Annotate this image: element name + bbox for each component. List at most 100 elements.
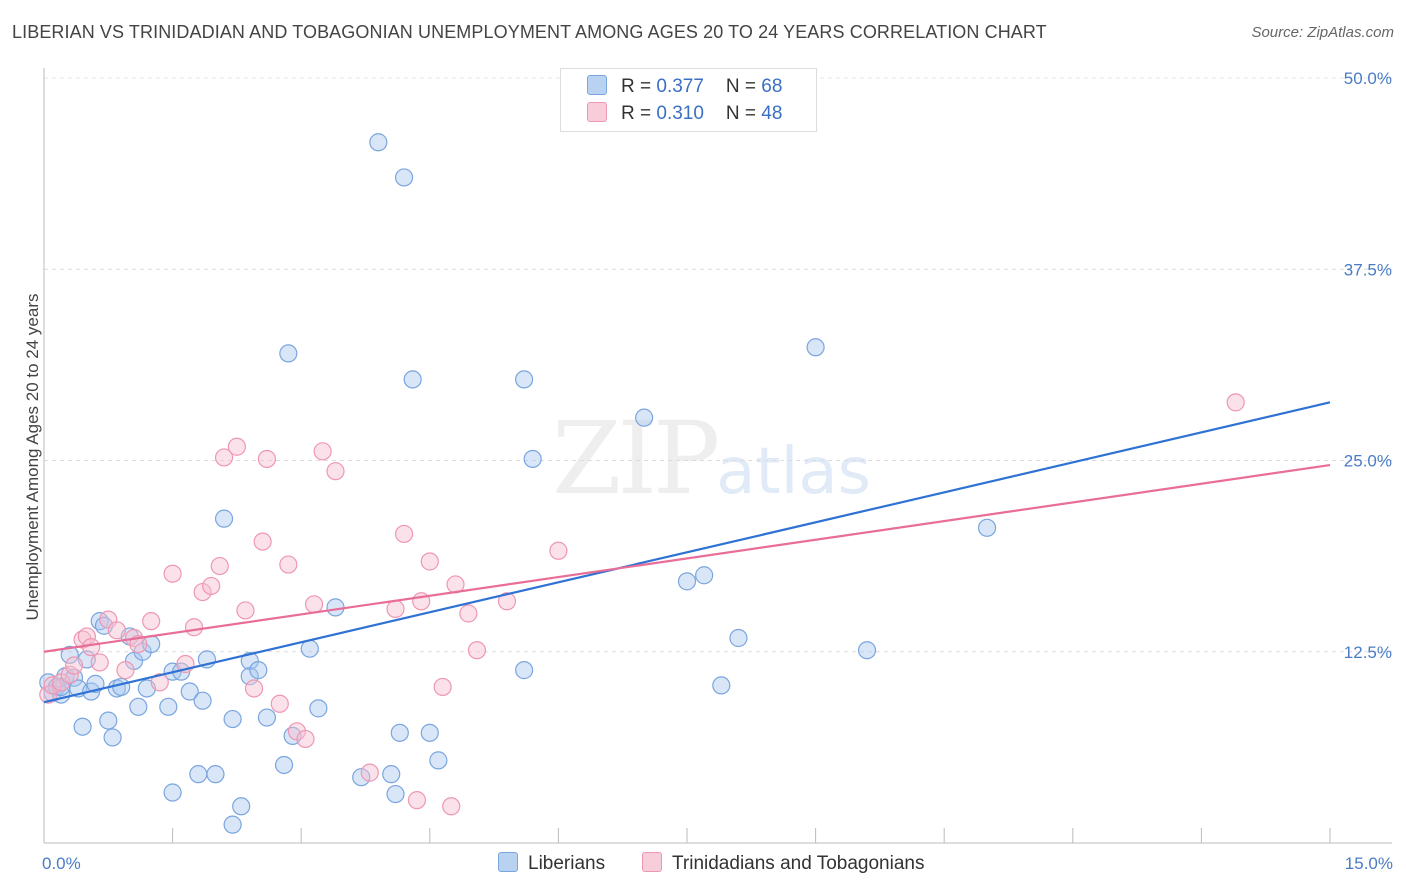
data-point-liberian <box>112 677 131 697</box>
data-point-trinidadian <box>313 442 332 461</box>
x-tick-label: 0.0% <box>42 854 81 873</box>
data-point-trinidadian <box>497 592 517 611</box>
data-point-trinidadian <box>467 641 487 660</box>
bottom-legend-liberians: Liberians <box>498 852 605 875</box>
y-tick-label: 50.0% <box>1344 69 1392 88</box>
y-tick-label: 25.0% <box>1344 452 1392 471</box>
data-point-liberian <box>806 338 825 357</box>
legend-swatch-pink <box>587 102 607 122</box>
data-point-trinidadian <box>129 634 148 654</box>
data-point-liberian <box>159 697 178 716</box>
data-point-liberian <box>279 344 298 363</box>
data-point-trinidadian <box>326 462 345 481</box>
data-point-trinidadian <box>202 576 221 596</box>
data-point-trinidadian <box>107 621 126 640</box>
data-point-trinidadian <box>236 601 255 620</box>
data-point-liberian <box>352 768 371 787</box>
data-point-liberian <box>257 708 277 727</box>
data-point-liberian <box>390 723 409 742</box>
bottom-legend-swatch-pink <box>642 852 662 872</box>
legend-n-value: 68 <box>761 76 783 97</box>
legend-r-label: R = <box>621 76 657 97</box>
legend-row-liberians: R = 0.377 N = 68 <box>587 75 782 98</box>
data-point-liberian <box>695 566 714 585</box>
data-point-trinidadian <box>39 685 58 704</box>
data-point-trinidadian <box>210 556 229 576</box>
source-label: Source: ZipAtlas.com <box>1251 24 1394 41</box>
data-point-trinidadian <box>244 679 264 698</box>
data-point-liberian <box>394 168 414 187</box>
data-point-trinidadian <box>442 797 461 816</box>
data-point-liberian <box>163 783 182 802</box>
data-point-liberian <box>60 645 79 664</box>
data-point-trinidadian <box>420 552 439 571</box>
data-point-liberian <box>326 598 345 617</box>
y-axis-label: Unemployment Among Ages 20 to 24 years <box>23 294 42 621</box>
data-point-liberian <box>193 691 212 710</box>
data-point-trinidadian <box>227 437 246 456</box>
bottom-legend-trinidadians: Trinidadians and Tobagonians <box>642 852 924 875</box>
legend-r-label: R = <box>621 103 657 124</box>
data-point-trinidadian <box>163 564 182 583</box>
data-point-trinidadian <box>64 656 84 675</box>
data-point-liberian <box>309 699 328 718</box>
data-point-trinidadian <box>150 673 169 692</box>
legend: R = 0.377 N = 68 R = 0.310 N = 48 <box>560 68 817 132</box>
data-point-liberian <box>99 711 118 730</box>
axes <box>43 68 1392 844</box>
data-point-liberian <box>232 797 251 816</box>
data-point-liberian <box>515 370 534 389</box>
data-point-liberian <box>103 728 122 747</box>
legend-row-trinidadians: R = 0.310 N = 48 <box>587 102 782 125</box>
data-point-trinidadian <box>279 555 298 574</box>
data-point-liberian <box>214 509 234 528</box>
trend-lines <box>43 401 1331 704</box>
data-point-liberian <box>429 751 448 770</box>
data-point-trinidadian <box>214 448 234 467</box>
data-point-liberian <box>73 717 92 736</box>
tick-labels: 12.5% 25.0% 37.5% 50.0% 0.0% 15.0% <box>42 69 1393 873</box>
legend-r-value: 0.310 <box>656 103 704 124</box>
trend-line-liberians <box>43 401 1331 704</box>
data-point-liberian <box>677 572 697 591</box>
data-point-trinidadian <box>433 677 452 697</box>
data-point-trinidadian <box>90 653 109 672</box>
data-point-liberian <box>206 765 225 784</box>
data-point-trinidadian <box>549 541 568 560</box>
chart-title: LIBERIAN VS TRINIDADIAN AND TOBAGONIAN U… <box>12 22 1047 42</box>
data-point-trinidadian <box>459 604 478 623</box>
legend-r-value: 0.377 <box>656 76 704 97</box>
data-point-trinidadian <box>253 532 272 551</box>
series-trinidadians <box>39 393 1245 816</box>
data-point-liberian <box>729 628 748 648</box>
bottom-legend-label-liberians: Liberians <box>528 853 606 874</box>
data-point-liberian <box>249 661 268 680</box>
trend-line-trinidadians <box>43 464 1331 653</box>
data-point-trinidadian <box>360 763 379 782</box>
legend-n-label: N = <box>725 103 762 124</box>
data-point-trinidadian <box>386 599 405 619</box>
data-point-trinidadian <box>116 661 135 680</box>
data-point-trinidadian <box>270 694 289 713</box>
data-point-liberian <box>635 408 654 427</box>
data-point-trinidadian <box>60 665 79 684</box>
data-point-trinidadian <box>82 638 101 657</box>
data-point-liberian <box>129 697 148 716</box>
data-point-trinidadian <box>1226 393 1245 412</box>
data-point-liberian <box>180 682 199 701</box>
data-point-liberian <box>386 784 405 804</box>
data-point-liberian <box>523 449 542 469</box>
x-tick-label: 15.0% <box>1345 854 1393 873</box>
data-point-liberian <box>857 641 877 660</box>
y-tick-label: 12.5% <box>1344 643 1392 662</box>
data-point-trinidadian <box>296 729 315 749</box>
data-point-trinidadian <box>257 449 277 469</box>
data-point-liberian <box>382 765 401 784</box>
legend-n-label: N = <box>725 76 762 97</box>
data-point-trinidadian <box>407 791 427 810</box>
data-point-trinidadian <box>304 595 324 614</box>
data-point-liberian <box>223 815 242 834</box>
data-point-liberian <box>369 133 388 152</box>
data-point-liberian <box>977 518 997 537</box>
